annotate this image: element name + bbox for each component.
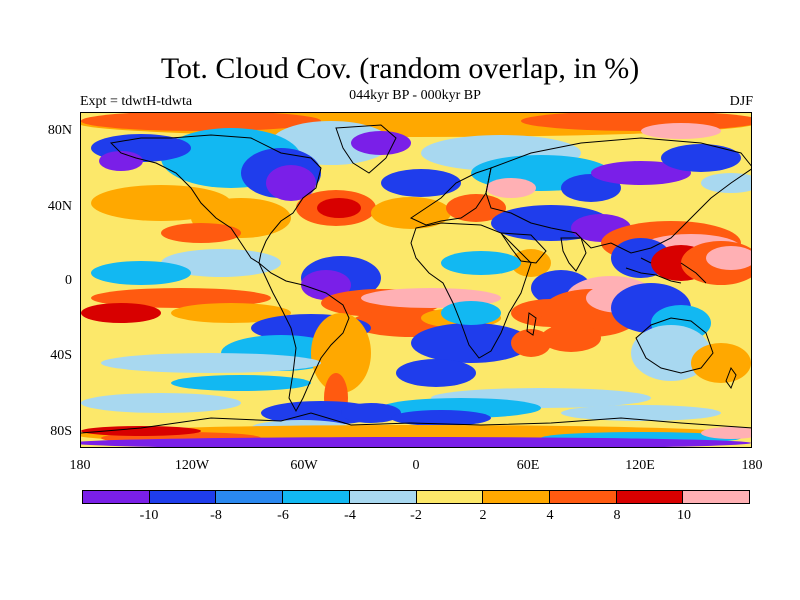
chart-subtitle: 044kyr BP - 000kyr BP (349, 88, 481, 103)
lon-label-120e: 120E (625, 458, 655, 473)
colorbar-box (83, 491, 150, 503)
lon-label-180-east: 180 (741, 458, 763, 473)
anomaly-patch (81, 393, 241, 413)
anomaly-patch (101, 353, 321, 373)
anomaly-patch (441, 301, 501, 325)
anomaly-patch (706, 246, 751, 270)
colorbar-label: 8 (613, 508, 621, 523)
coastline (410, 222, 532, 359)
anomaly-patch (341, 403, 401, 423)
anomaly-patch (561, 405, 721, 421)
lat-label-80n: 80N (47, 123, 72, 138)
colorbar-box (283, 491, 350, 503)
anomaly-patch (381, 169, 461, 197)
coastline (625, 257, 707, 284)
colorbar-label: -10 (139, 508, 159, 523)
colorbar (82, 490, 750, 504)
coastline (485, 137, 751, 254)
lon-label-60e: 60E (516, 458, 540, 473)
anomaly-patch (511, 329, 551, 357)
anomaly-patch (81, 303, 161, 323)
lon-label-180-west: 180 (69, 458, 91, 473)
colorbar-box (416, 491, 484, 503)
lat-label-equator: 0 (65, 273, 72, 288)
colorbar-box (683, 491, 750, 503)
colorbar-label: -4 (344, 508, 356, 523)
colorbar-label: -6 (277, 508, 289, 523)
lon-label-120w: 120W (174, 458, 210, 473)
lon-label-60w: 60W (290, 458, 318, 473)
anomaly-patch (311, 313, 371, 393)
lon-label-0: 0 (412, 458, 420, 473)
lat-label-40s: 40S (50, 348, 72, 363)
colorbar-label: 4 (546, 508, 554, 523)
colorbar-box (483, 491, 550, 503)
colorbar-box (616, 491, 684, 503)
anomaly-patch (266, 165, 316, 201)
anomaly-patch (701, 427, 751, 439)
anomaly-patch (81, 426, 201, 436)
anomaly-patch (91, 261, 191, 285)
anomaly-patch (631, 325, 711, 381)
anomaly-patch (441, 251, 521, 275)
anomaly-patch (301, 270, 351, 300)
colorbar-box (549, 491, 617, 503)
season-label: DJF (729, 94, 753, 109)
colorbar-label: 10 (677, 508, 691, 523)
anomaly-patch (371, 197, 451, 229)
coastline (500, 232, 547, 264)
lat-label-40n: 40N (47, 199, 72, 214)
colorbar-box (149, 491, 217, 503)
anomaly-patch (161, 223, 241, 243)
cloud-cover-field (81, 113, 751, 447)
coastline (635, 317, 714, 374)
chart-title: Tot. Cloud Cov. (random overlap, in %) (160, 52, 640, 85)
anomaly-patch (641, 123, 721, 139)
coastline (526, 312, 537, 336)
coastline (725, 366, 737, 390)
colorbar-box (216, 491, 284, 503)
experiment-label: Expt = tdwtH-tdwta (80, 94, 193, 109)
coastline (109, 134, 322, 264)
anomaly-patch (351, 131, 411, 155)
anomaly-patch (171, 303, 291, 323)
anomaly-patch (591, 161, 691, 185)
anomaly-patch (81, 437, 751, 447)
anomaly-patch (396, 359, 476, 387)
colorbar-label: -2 (410, 508, 422, 523)
colorbar-box (349, 491, 417, 503)
anomaly-patch (391, 410, 491, 426)
anomaly-patch (171, 375, 311, 391)
anomaly-patch (99, 151, 143, 171)
anomaly-patch (661, 144, 741, 172)
coastlines (81, 124, 751, 434)
lat-label-80s: 80S (50, 424, 72, 439)
coastline (335, 124, 397, 174)
anomaly-patch (486, 178, 536, 198)
coastline (258, 262, 350, 413)
anomaly-patch (91, 288, 271, 308)
anomaly-patch (317, 198, 361, 218)
anomaly-patch (161, 249, 281, 277)
colorbar-label: 2 (479, 508, 487, 523)
colorbar-label: -8 (210, 508, 222, 523)
coastline (560, 237, 587, 272)
anomaly-patch (691, 343, 751, 383)
map-plot-area (80, 112, 752, 448)
anomaly-patch (541, 324, 601, 352)
coastline (81, 412, 751, 434)
anomaly-patch (81, 113, 321, 131)
